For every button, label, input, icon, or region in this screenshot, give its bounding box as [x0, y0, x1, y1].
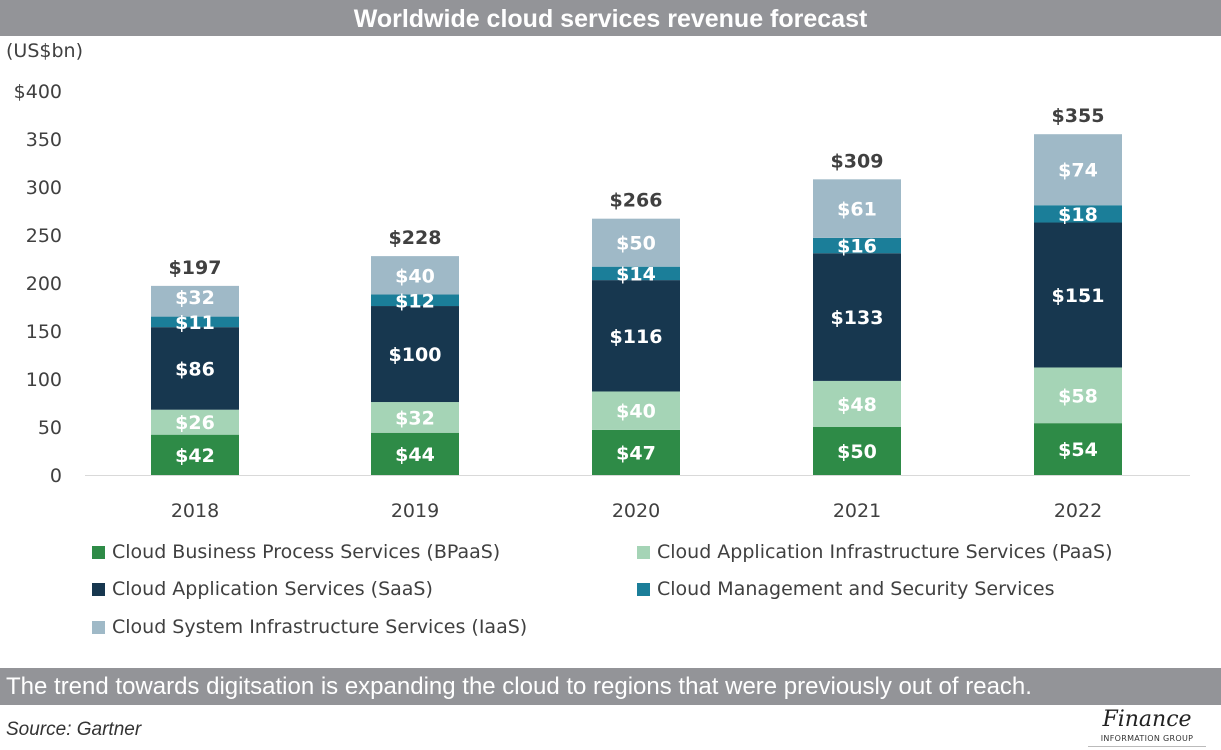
bar-segment [371, 432, 459, 475]
y-tick-label: $400 [14, 81, 62, 103]
x-tick-label: 2021 [833, 500, 881, 522]
data-label: $47 [616, 442, 656, 464]
bar-segment [813, 427, 901, 475]
bar-segment [1034, 367, 1122, 424]
data-label: $61 [837, 199, 877, 221]
y-tick-label: 250 [26, 225, 62, 247]
bar-segment [151, 409, 239, 435]
data-label: $86 [175, 358, 215, 380]
legend-label: Cloud Application Services (SaaS) [112, 578, 433, 600]
y-tick-label: 100 [26, 369, 62, 391]
data-label: $48 [837, 394, 877, 416]
bar-segment [371, 294, 459, 307]
plot-area: 0 50 100 150 200 250 300 350 $400 $42 $26 $86 $11 $32… [14, 81, 1190, 522]
data-label: $32 [175, 287, 215, 309]
data-label: $18 [1058, 204, 1098, 226]
data-label: $32 [395, 407, 435, 429]
total-label: $266 [610, 190, 663, 212]
bar-segment [592, 391, 680, 430]
bar-segment [813, 380, 901, 427]
data-label: $133 [831, 307, 884, 329]
y-tick-label: 0 [50, 465, 62, 487]
x-tick-label: 2018 [171, 500, 219, 522]
total-label: $309 [831, 150, 884, 172]
legend-item-iaas: Cloud System Infrastructure Services (Ia… [92, 616, 527, 638]
data-label: $40 [395, 265, 435, 287]
bar-segment [371, 306, 459, 403]
data-label: $50 [616, 233, 656, 255]
legend-label: Cloud Application Infrastructure Service… [657, 541, 1113, 563]
legend-swatch [92, 620, 105, 634]
bar-segment [813, 253, 901, 381]
finance-information-group-logo: Finance INFORMATION GROUP [1088, 706, 1206, 747]
legend-item-saas: Cloud Application Services (SaaS) [92, 578, 433, 600]
y-tick-label: 200 [26, 273, 62, 295]
bar-segment [151, 316, 239, 328]
bar-segment [1034, 205, 1122, 223]
total-label: $197 [169, 257, 222, 279]
y-axis-unit: (US$bn) [6, 40, 83, 62]
data-label: $11 [175, 312, 215, 334]
bar-segment [592, 429, 680, 475]
bar-segment [151, 327, 239, 410]
data-label: $40 [616, 401, 656, 423]
bar-segment [371, 402, 459, 433]
data-label: $16 [837, 236, 877, 258]
y-tick-label: 350 [26, 129, 62, 151]
data-label: $58 [1058, 385, 1098, 407]
y-tick-label: 300 [26, 177, 62, 199]
data-label: $100 [389, 344, 442, 366]
data-label: $44 [395, 444, 435, 466]
legend-swatch [637, 582, 650, 596]
legend-swatch [92, 545, 105, 559]
total-label: $355 [1052, 105, 1105, 127]
data-label: $50 [837, 441, 877, 463]
bar-segment [592, 218, 680, 267]
bar-segment [1034, 222, 1122, 368]
legend-item-management: Cloud Management and Security Services [637, 578, 1054, 600]
legend-swatch [92, 582, 105, 596]
legend-swatch [637, 545, 650, 559]
data-label: $26 [175, 412, 215, 434]
x-tick-label: 2022 [1054, 500, 1102, 522]
y-tick-label: 150 [26, 321, 62, 343]
bar-segment [1034, 134, 1122, 206]
bar-segment [592, 280, 680, 392]
legend-item-paas: Cloud Application Infrastructure Service… [637, 541, 1113, 563]
data-label: $42 [175, 445, 215, 467]
bar-segment [371, 256, 459, 295]
x-tick-label: 2019 [391, 500, 439, 522]
legend-label: Cloud System Infrastructure Services (Ia… [112, 616, 528, 638]
caption-bar: The trend towards digitsation is expandi… [0, 668, 1221, 705]
bar-segment [813, 179, 901, 238]
logo-wordmark: Finance [1102, 707, 1192, 732]
logo-subtitle: INFORMATION GROUP [1100, 734, 1194, 743]
legend-label: Cloud Business Process Services (BPaaS) [112, 541, 501, 563]
data-label: $151 [1052, 285, 1105, 307]
source-note: Source: Gartner [6, 719, 142, 740]
y-tick-label: 50 [38, 417, 62, 439]
bar-segment [151, 285, 239, 317]
bar-segment [151, 434, 239, 475]
bar-segment [813, 237, 901, 254]
data-label: $116 [610, 326, 663, 348]
bar-segment [592, 266, 680, 281]
data-label: $54 [1058, 439, 1098, 461]
legend-label: Cloud Management and Security Services [657, 578, 1055, 600]
total-label: $228 [389, 227, 442, 249]
data-label: $14 [616, 263, 656, 285]
x-tick-label: 2020 [612, 500, 660, 522]
chart-title: Worldwide cloud services revenue forecas… [0, 0, 1221, 36]
data-label: $74 [1058, 160, 1098, 182]
data-label: $12 [395, 290, 435, 312]
bar-segment [1034, 423, 1122, 475]
legend-item-bpaas: Cloud Business Process Services (BPaaS) [92, 541, 500, 563]
